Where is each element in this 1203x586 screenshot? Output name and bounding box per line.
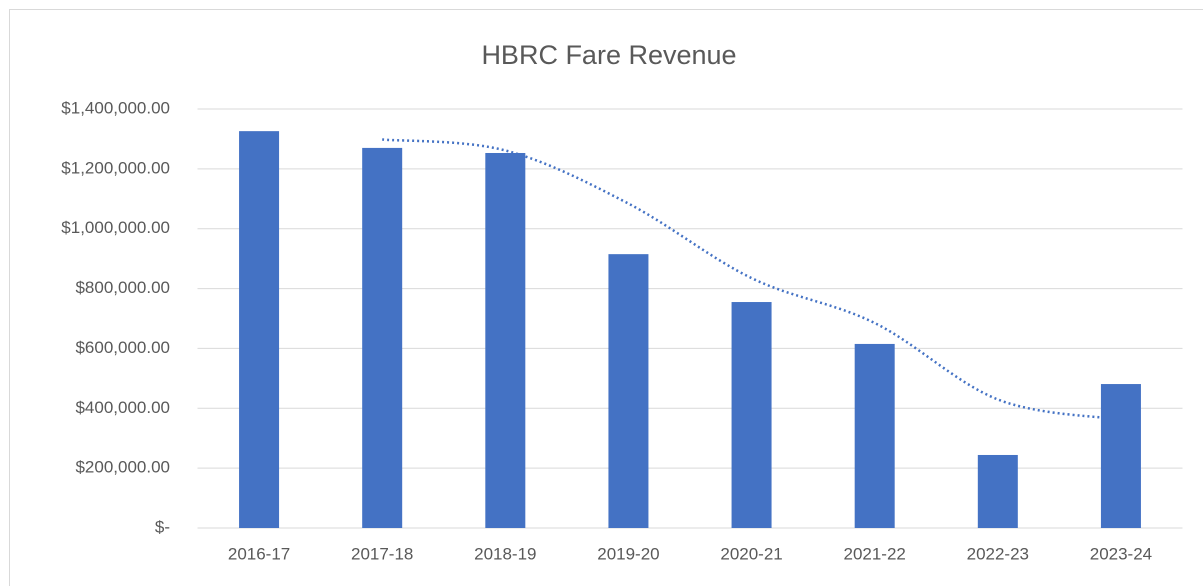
bar	[239, 131, 280, 528]
bar	[608, 254, 649, 528]
x-tick-label: 2018-19	[474, 544, 536, 563]
y-tick-label: $400,000.00	[75, 398, 170, 417]
x-tick-label: 2022-23	[967, 544, 1029, 563]
bar	[731, 302, 772, 528]
x-tick-label: 2020-21	[720, 544, 782, 563]
bar	[854, 343, 895, 528]
bar	[977, 454, 1018, 528]
y-tick-label: $1,400,000.00	[61, 98, 170, 117]
bar	[485, 152, 526, 528]
x-tick-label: 2021-22	[843, 544, 905, 563]
y-tick-label: $-	[155, 517, 170, 536]
chart-border	[9, 9, 1203, 586]
x-tick-label: 2016-17	[228, 544, 290, 563]
x-tick-label: 2019-20	[597, 544, 659, 563]
y-tick-label: $1,200,000.00	[61, 158, 170, 177]
y-tick-label: $1,000,000.00	[61, 218, 170, 237]
x-tick-label: 2023-24	[1090, 544, 1152, 563]
x-tick-label: 2017-18	[351, 544, 413, 563]
y-tick-label: $600,000.00	[75, 338, 170, 357]
bar	[362, 147, 403, 528]
bar	[1100, 384, 1141, 528]
y-tick-label: $800,000.00	[75, 278, 170, 297]
chart-title: HBRC Fare Revenue	[481, 40, 736, 70]
y-tick-label: $200,000.00	[75, 458, 170, 477]
